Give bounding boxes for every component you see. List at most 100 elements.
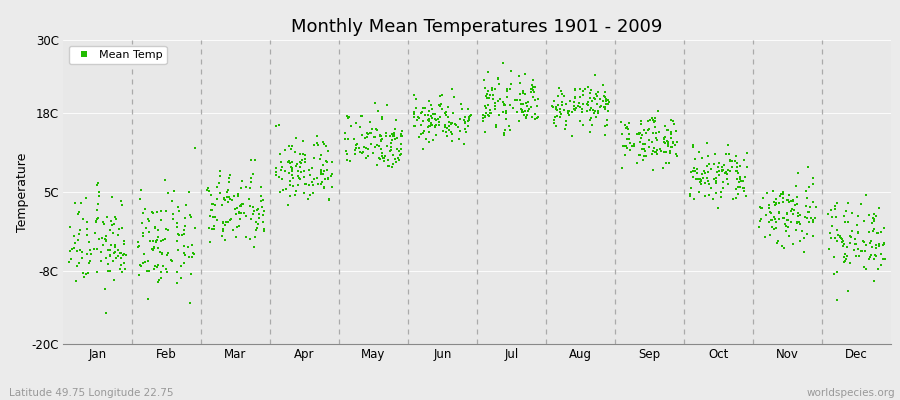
Point — [511, 118, 526, 124]
Point — [806, 180, 821, 187]
Point — [273, 151, 287, 158]
Point — [182, 254, 196, 260]
Point — [217, 196, 231, 202]
Point — [317, 184, 331, 190]
Point — [315, 170, 329, 177]
Point — [79, 251, 94, 258]
Point — [526, 87, 540, 94]
Point — [722, 151, 736, 157]
Point — [88, 219, 103, 225]
Point — [597, 93, 611, 100]
Point — [755, 195, 770, 201]
Point — [718, 170, 733, 176]
Point — [500, 94, 514, 100]
Point — [837, 259, 851, 265]
Point — [771, 200, 786, 206]
Point — [98, 286, 112, 292]
Point — [305, 182, 320, 188]
Point — [598, 103, 613, 110]
Point — [588, 71, 602, 78]
Point — [159, 226, 174, 232]
Point — [111, 247, 125, 253]
Point — [296, 190, 310, 196]
Point — [432, 119, 446, 126]
Point — [692, 149, 706, 156]
Point — [364, 130, 378, 136]
Point — [561, 110, 575, 116]
Point — [151, 245, 166, 251]
Point — [825, 214, 840, 221]
Point — [186, 250, 201, 256]
Point — [156, 263, 170, 269]
Point — [381, 163, 395, 169]
Point — [500, 88, 514, 94]
Point — [639, 129, 653, 136]
Point — [442, 122, 456, 129]
Point — [567, 106, 581, 112]
Point — [184, 214, 198, 220]
Point — [878, 256, 892, 263]
Point — [800, 195, 814, 201]
Point — [375, 116, 390, 122]
Point — [526, 84, 540, 90]
Point — [431, 116, 446, 122]
Point — [154, 238, 168, 244]
Point — [170, 269, 184, 275]
Point — [246, 171, 260, 177]
Point — [503, 102, 517, 108]
Point — [848, 241, 862, 247]
Point — [845, 228, 859, 234]
Point — [637, 153, 652, 160]
Point — [802, 184, 816, 190]
Point — [567, 94, 581, 100]
Point — [136, 210, 150, 216]
Point — [104, 242, 118, 248]
Point — [513, 97, 527, 103]
Point — [754, 204, 769, 211]
Point — [475, 115, 490, 121]
Point — [478, 113, 492, 120]
Point — [115, 225, 130, 231]
Point — [341, 115, 356, 121]
Point — [556, 93, 571, 100]
Point — [385, 152, 400, 158]
Point — [106, 221, 121, 228]
Point — [311, 181, 326, 188]
Point — [317, 141, 331, 147]
Point — [568, 95, 582, 101]
Point — [485, 84, 500, 91]
Point — [254, 184, 268, 190]
Point — [211, 216, 225, 223]
Point — [657, 136, 671, 142]
Point — [92, 193, 106, 200]
Point — [342, 113, 356, 120]
Point — [132, 196, 147, 203]
Point — [83, 246, 97, 253]
Point — [575, 109, 590, 115]
Point — [78, 195, 93, 201]
Point — [302, 192, 317, 198]
Point — [184, 270, 198, 277]
Point — [208, 214, 222, 220]
Point — [702, 180, 716, 187]
Point — [530, 114, 544, 120]
Point — [730, 167, 744, 174]
Point — [428, 116, 443, 122]
Point — [562, 108, 576, 114]
Point — [418, 136, 433, 142]
Point — [622, 136, 636, 142]
Point — [736, 185, 751, 192]
Point — [576, 88, 590, 94]
Point — [842, 232, 857, 239]
Point — [370, 162, 384, 168]
Point — [453, 128, 467, 135]
Point — [643, 144, 657, 150]
Point — [340, 113, 355, 119]
Point — [848, 236, 862, 242]
Point — [112, 250, 127, 256]
Point — [388, 126, 402, 132]
Point — [316, 138, 330, 145]
Point — [201, 185, 215, 191]
Point — [686, 144, 700, 150]
Point — [216, 225, 230, 232]
